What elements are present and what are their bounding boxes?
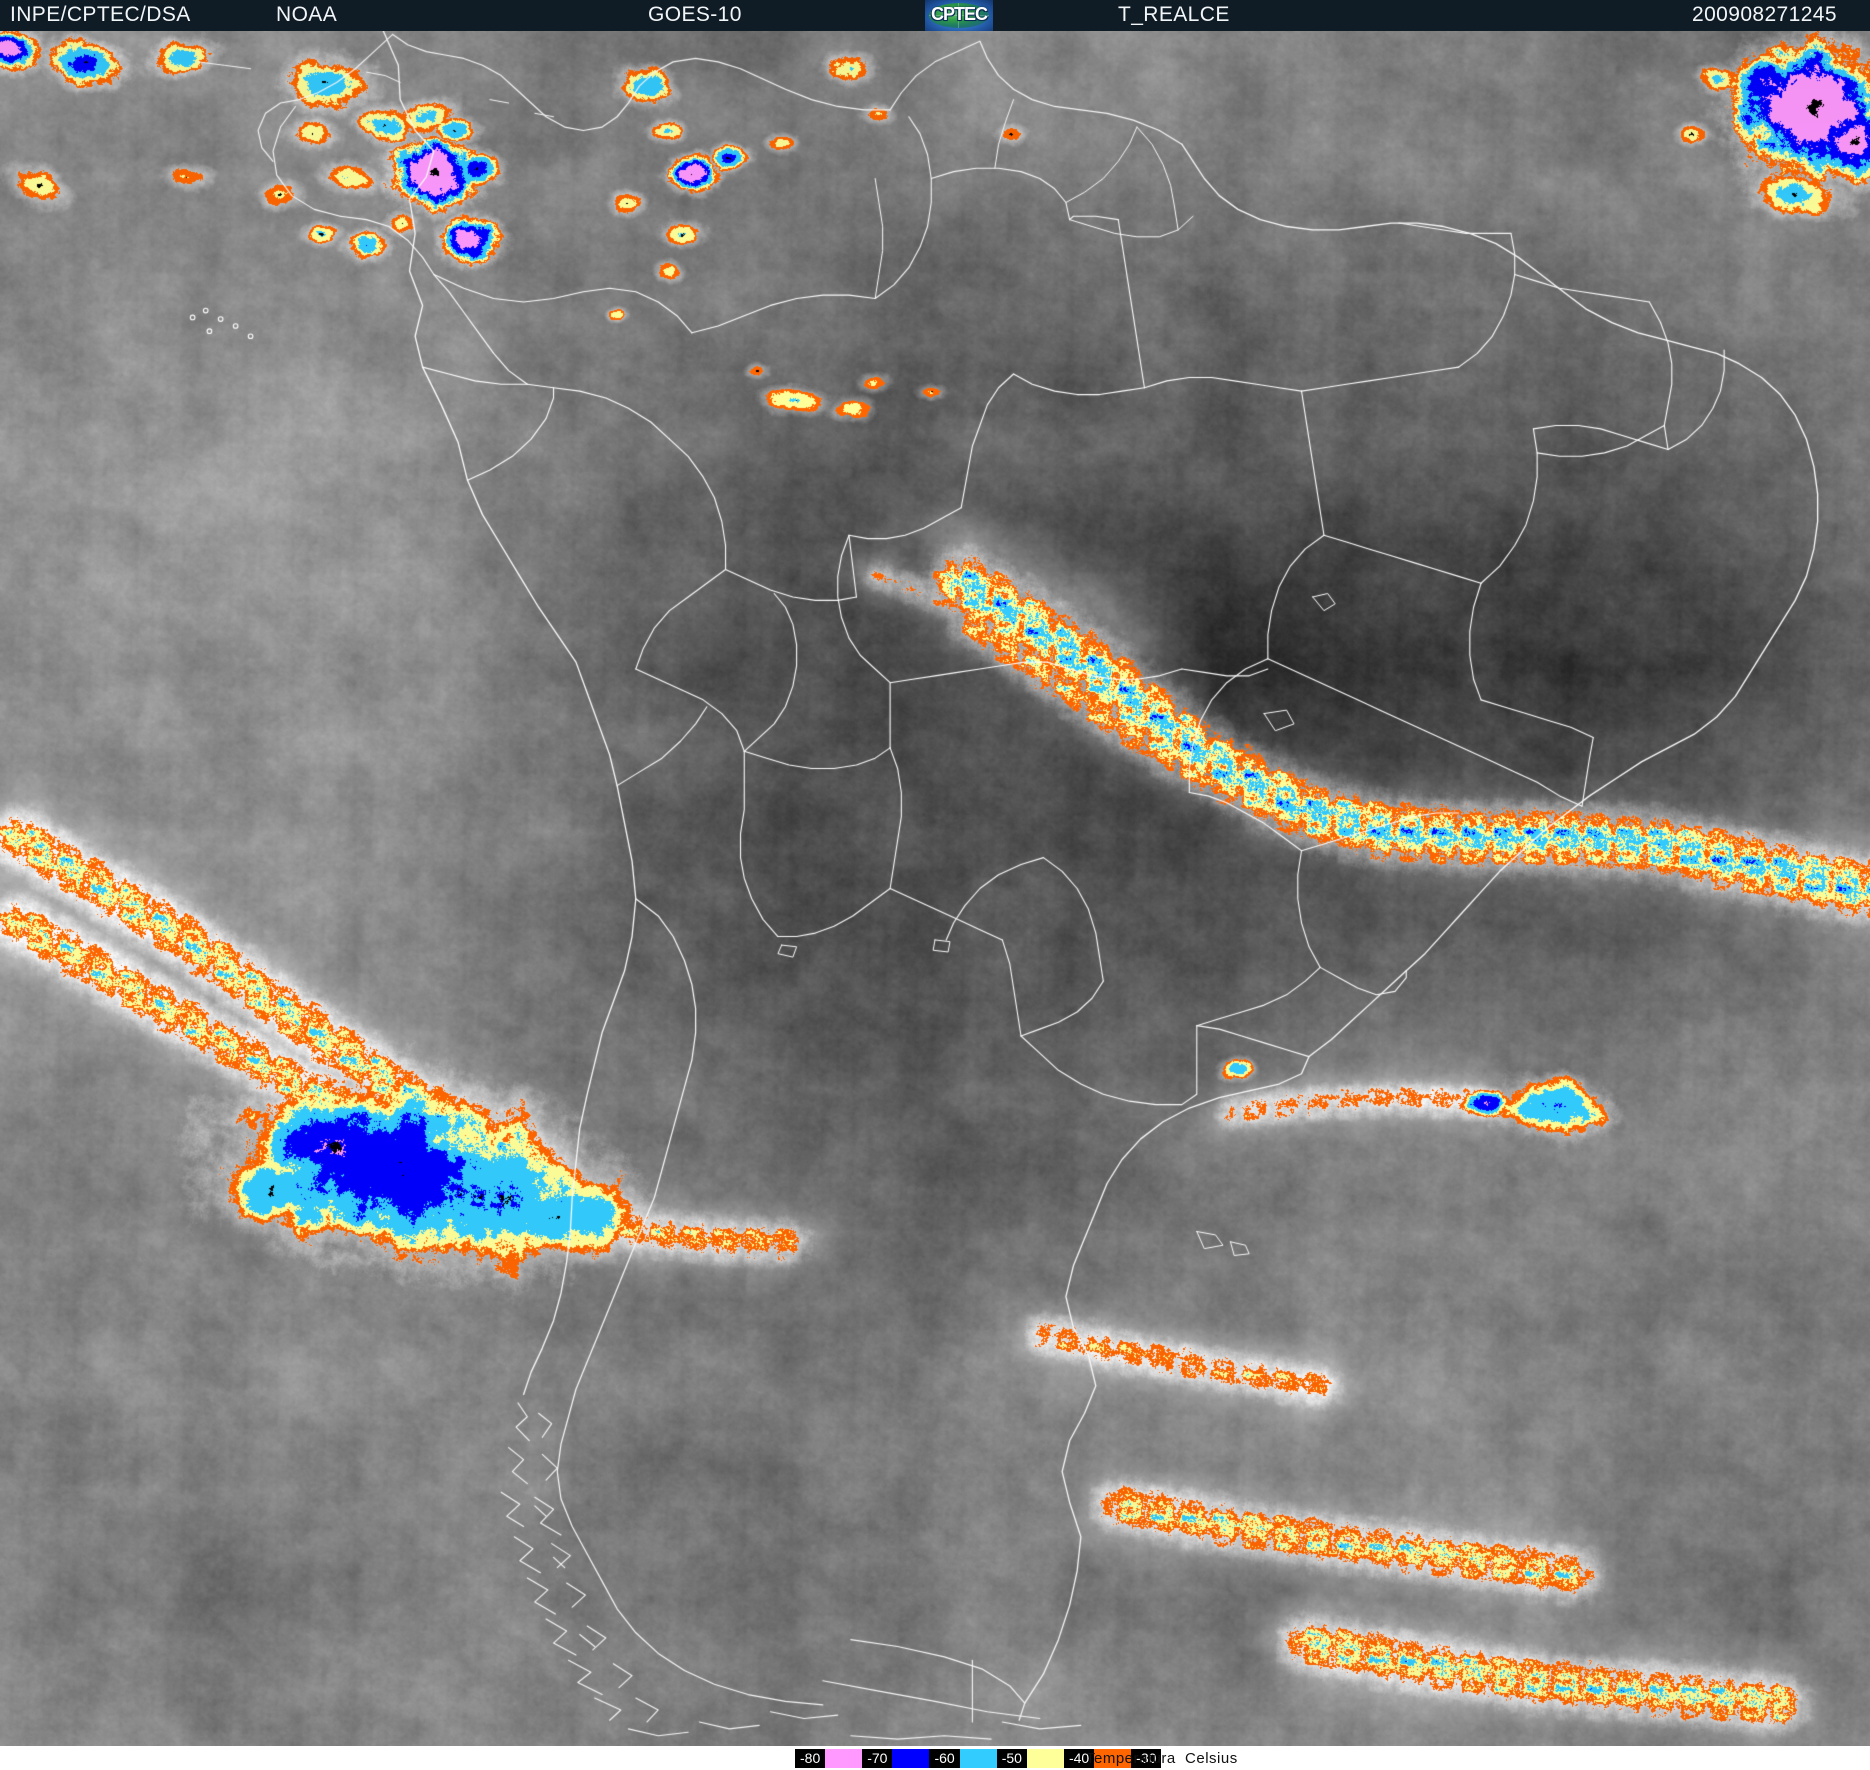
product-label: T_REALCE [1118,3,1230,27]
satellite-image [0,31,1870,1746]
legend-tick-minus70: -70 [862,1749,892,1768]
cptec-logo-icon: CPTEC [925,0,993,31]
cptec-logo-text: CPTEC [925,4,993,25]
infrared-enhanced-canvas [0,31,1870,1746]
legend-magenta-band [825,1749,862,1768]
legend-tick-minus80: -80 [795,1749,825,1768]
legend-tick-minus60: -60 [929,1749,959,1768]
legend-caption: Temperatura Celsius [1086,1749,1238,1768]
legend-yellow-band [1027,1749,1064,1768]
satellite-label: GOES-10 [648,3,742,27]
timestamp-label: 200908271245 [1692,3,1837,27]
legend-tick-minus50: -50 [997,1749,1027,1768]
agency-label: INPE/CPTEC/DSA [10,3,191,27]
legend-cyan-band [960,1749,997,1768]
legend-blue-band [892,1749,929,1768]
satellite-image-page: INPE/CPTEC/DSA NOAA GOES-10 T_REALCE 200… [0,0,1870,1770]
header-bar: INPE/CPTEC/DSA NOAA GOES-10 T_REALCE 200… [0,0,1870,31]
source-label: NOAA [276,3,337,27]
